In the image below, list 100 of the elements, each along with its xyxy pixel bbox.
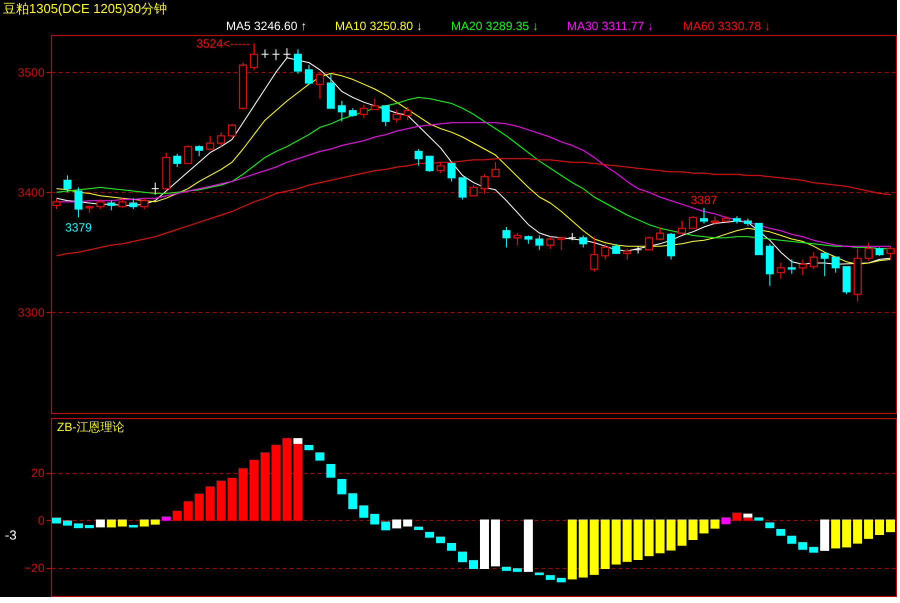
bar xyxy=(315,452,324,461)
bar xyxy=(228,478,237,521)
candlestick xyxy=(788,258,796,274)
candlestick xyxy=(832,256,840,274)
bar xyxy=(293,442,302,521)
y-tick-label: 3400 xyxy=(18,186,45,200)
bar xyxy=(447,543,456,551)
candlestick xyxy=(338,100,346,122)
text: MA20 3289.35 ↓ xyxy=(451,19,538,33)
candlestick xyxy=(678,220,686,235)
candlestick xyxy=(590,236,598,272)
bar xyxy=(216,480,226,521)
bar xyxy=(337,478,346,494)
bar xyxy=(458,552,468,562)
candlestick xyxy=(414,148,423,166)
bar xyxy=(62,520,72,526)
candlestick xyxy=(52,198,60,210)
bar xyxy=(656,520,665,554)
bar xyxy=(250,460,259,521)
candlestick xyxy=(864,242,873,262)
candlestick xyxy=(634,246,642,254)
bar xyxy=(743,514,752,518)
bar xyxy=(238,468,248,521)
bar xyxy=(798,542,808,550)
bar xyxy=(644,520,654,556)
annotation: 3379 xyxy=(65,220,92,234)
candlestick xyxy=(688,216,697,229)
bar xyxy=(776,529,786,536)
candlestick xyxy=(250,42,258,70)
candlestick xyxy=(513,232,522,246)
bar xyxy=(721,517,730,524)
bar xyxy=(172,510,182,521)
bar xyxy=(754,517,764,521)
bar xyxy=(699,520,708,534)
annotation: 3524<----- xyxy=(196,36,250,50)
y-tick-label: 3500 xyxy=(18,66,45,80)
candlestick xyxy=(426,156,434,172)
candlestick xyxy=(436,162,445,174)
bar xyxy=(326,464,336,478)
bar xyxy=(206,486,215,521)
bar xyxy=(425,532,434,538)
candlestick xyxy=(480,174,488,194)
bar xyxy=(666,520,676,550)
candlestick xyxy=(217,132,226,148)
candlestick xyxy=(404,106,412,121)
bar xyxy=(304,445,314,450)
text: MA10 3250.80 ↓ xyxy=(335,19,422,33)
candlestick xyxy=(535,234,544,250)
candlestick xyxy=(798,258,807,276)
bar xyxy=(436,536,446,544)
candlestick xyxy=(118,198,126,208)
bar xyxy=(612,520,621,564)
candlestick xyxy=(107,200,116,211)
text: MA60 3330.78 ↓ xyxy=(683,19,770,33)
chart-title: 豆粕1305(DCE 1205)30分钟 xyxy=(3,1,168,16)
bar xyxy=(831,520,840,548)
bar xyxy=(502,566,511,571)
candlestick xyxy=(612,243,620,254)
bar xyxy=(634,520,643,560)
text: -3 xyxy=(5,527,17,542)
candlestick xyxy=(776,262,785,280)
bar xyxy=(162,516,171,521)
candlestick xyxy=(304,64,313,85)
bar xyxy=(809,546,818,553)
candlestick xyxy=(184,144,192,164)
bar xyxy=(84,525,94,528)
bar xyxy=(600,520,610,569)
bar xyxy=(710,520,720,529)
bar xyxy=(678,520,687,546)
bar xyxy=(787,536,796,544)
bar xyxy=(150,520,160,525)
candlestick xyxy=(316,72,324,100)
bar xyxy=(348,493,358,510)
candlestick xyxy=(700,207,708,224)
candlestick xyxy=(502,226,510,248)
candlestick xyxy=(228,123,236,138)
candlestick xyxy=(557,236,566,250)
bar xyxy=(622,520,632,562)
candlestick xyxy=(601,243,610,260)
bar xyxy=(106,520,116,528)
candlestick xyxy=(645,236,654,250)
bar xyxy=(194,494,204,521)
bar xyxy=(556,578,566,582)
bar xyxy=(74,523,83,528)
candlestick xyxy=(370,98,379,110)
y-tick-label: −20 xyxy=(24,561,45,576)
bar xyxy=(842,520,852,548)
candlestick xyxy=(810,252,818,270)
bar xyxy=(293,438,302,444)
candlestick xyxy=(74,186,82,218)
bar xyxy=(52,518,61,524)
candlestick xyxy=(491,162,500,178)
bar xyxy=(864,520,874,539)
bar xyxy=(184,501,193,521)
candlestick xyxy=(195,144,204,157)
candlestick xyxy=(623,248,632,260)
bar xyxy=(732,512,742,521)
bar xyxy=(688,520,698,540)
chart-title: ZB-江恩理论 xyxy=(57,420,124,434)
bar xyxy=(546,575,555,580)
